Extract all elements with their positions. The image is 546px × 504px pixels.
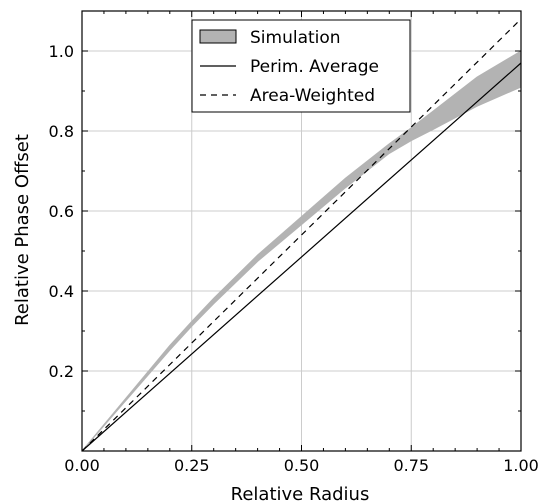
- y-tick-labels: 0.2 0.4 0.6 0.8 1.0: [49, 42, 74, 381]
- legend-swatch-simulation: [199, 29, 237, 44]
- y-tick-label-3: 0.8: [49, 122, 74, 141]
- series-line-2: [81, 18, 522, 452]
- x-tick-label-0: 0.00: [64, 456, 100, 475]
- x-tick-label-1: 0.25: [174, 456, 210, 475]
- x-axis-label: Relative Radius: [231, 484, 370, 504]
- y-axis-label: Relative Phase Offset: [12, 134, 33, 326]
- legend: Simulation Perim. Average Area-Weighted: [191, 19, 411, 113]
- x-tick-label-3: 0.75: [393, 456, 429, 475]
- x-tick-label-2: 0.50: [284, 456, 320, 475]
- y-tick-label-4: 1.0: [49, 42, 74, 61]
- legend-label-area-weighted: Area-Weighted: [250, 86, 375, 106]
- series-line-layer: [81, 18, 522, 452]
- x-tick-label-4: 1.00: [503, 456, 539, 475]
- y-tick-label-1: 0.4: [49, 282, 74, 301]
- legend-label-perim-average: Perim. Average: [250, 57, 379, 77]
- x-tick-labels: 0.00 0.25 0.50 0.75 1.00: [64, 456, 539, 475]
- y-tick-label-0: 0.2: [49, 362, 74, 381]
- y-tick-label-2: 0.6: [49, 202, 74, 221]
- series-line-1: [81, 62, 522, 452]
- axis-ticks: [81, 11, 522, 451]
- legend-label-simulation: Simulation: [250, 28, 341, 48]
